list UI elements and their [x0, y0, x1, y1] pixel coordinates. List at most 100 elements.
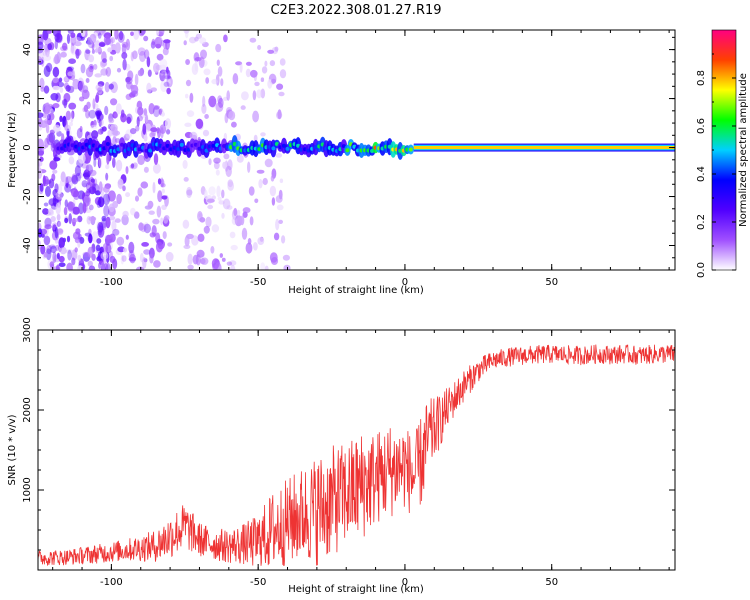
noise-blob	[96, 200, 102, 208]
noise-blob	[116, 193, 122, 205]
noise-blob	[90, 178, 95, 183]
noise-blob	[115, 103, 122, 115]
noise-blob	[94, 40, 101, 50]
noise-blob	[88, 265, 96, 270]
noise-blob	[80, 63, 86, 74]
noise-blob	[54, 32, 63, 43]
noise-blob	[88, 228, 92, 235]
noise-blob	[58, 237, 65, 249]
noise-blob	[112, 130, 121, 136]
noise-blob	[97, 157, 102, 169]
noise-blob	[77, 238, 81, 248]
noise-blob	[49, 112, 55, 121]
noise-blob	[159, 30, 165, 36]
noise-blob	[81, 89, 90, 100]
noise-blob	[275, 218, 280, 231]
spectrogram-panel: -100 -50 0 50 -40 -20 0 20 40 Height of straigh…	[7, 29, 676, 296]
noise-blob	[248, 186, 255, 196]
noise-blob	[216, 59, 220, 66]
noise-blob	[240, 105, 246, 110]
noise-blob	[137, 187, 143, 197]
noise-blob	[160, 217, 164, 226]
noise-blob	[200, 257, 209, 265]
noise-blob	[159, 108, 162, 115]
noise-blob	[68, 102, 77, 110]
noise-blob	[94, 190, 101, 196]
noise-blob	[211, 78, 218, 85]
noise-blob	[256, 89, 262, 99]
noise-blob	[138, 222, 144, 231]
noise-blob	[120, 109, 125, 118]
noise-blob	[223, 34, 228, 43]
noise-blob	[279, 178, 284, 184]
noise-blob	[143, 249, 151, 255]
noise-blob	[122, 58, 127, 71]
noise-blob	[155, 241, 163, 253]
noise-blob	[46, 245, 52, 255]
spectrogram-x-label: Height of straight line (km)	[288, 285, 424, 296]
ridge-band-inner	[413, 145, 675, 150]
noise-blob	[219, 253, 223, 258]
noise-blob	[133, 211, 140, 219]
noise-blob	[71, 218, 79, 223]
noise-blob	[202, 129, 210, 137]
noise-blob	[54, 236, 59, 244]
noise-blob	[218, 200, 225, 205]
spectrogram-plot-area	[38, 30, 675, 270]
noise-blob	[245, 61, 252, 66]
noise-blob	[208, 158, 212, 166]
noise-blob	[52, 66, 60, 78]
noise-blob	[108, 118, 115, 124]
x-tick-label: 50	[545, 277, 558, 288]
noise-blob	[226, 261, 233, 266]
y-tick-label: 40	[22, 43, 33, 56]
noise-blob	[97, 89, 104, 96]
noise-blob	[110, 37, 115, 44]
noise-blob	[203, 189, 208, 200]
noise-blob	[101, 30, 105, 35]
noise-blob	[211, 195, 216, 200]
noise-blob	[152, 105, 160, 110]
noise-blob	[223, 96, 228, 101]
noise-blob	[94, 73, 102, 78]
noise-blob	[97, 32, 102, 39]
colorbar-label: Normalized spectral amplitude	[738, 73, 749, 227]
noise-blob	[59, 246, 67, 255]
noise-blob	[203, 68, 211, 76]
spectrogram-x-ticks: -100 -50 0 50	[52, 30, 670, 288]
noise-blob	[68, 213, 72, 225]
noise-blob	[85, 182, 93, 191]
noise-blob	[163, 216, 169, 224]
noise-blob	[160, 70, 168, 80]
noise-blob	[203, 225, 210, 234]
noise-blob	[144, 222, 149, 230]
noise-blob	[157, 127, 161, 139]
noise-blob	[189, 131, 198, 141]
noise-blob	[137, 69, 144, 77]
noise-blob	[149, 253, 154, 264]
noise-blob	[66, 66, 75, 71]
noise-blob	[87, 260, 94, 267]
noise-blob	[215, 169, 220, 176]
noise-blob	[43, 85, 50, 94]
noise-blob	[222, 161, 227, 169]
noise-blob	[160, 39, 164, 47]
noise-blob	[64, 124, 71, 132]
colorbar-scale	[711, 29, 737, 271]
noise-blob	[66, 33, 71, 44]
y-tick-label: -40	[22, 237, 33, 253]
noise-blob	[152, 218, 160, 225]
figure-title: C2E3.2022.308.01.27.R19	[270, 3, 441, 18]
noise-blob	[164, 118, 172, 130]
noise-blob	[133, 30, 140, 40]
noise-blob	[215, 43, 222, 53]
noise-blob	[105, 172, 109, 181]
noise-blob	[232, 73, 239, 85]
noise-blob	[276, 83, 284, 90]
noise-blob	[253, 242, 258, 251]
noise-blob	[105, 164, 110, 170]
noise-blob	[131, 90, 139, 97]
noise-blob	[66, 235, 71, 243]
noise-blob	[52, 251, 57, 263]
noise-blob	[252, 110, 259, 123]
